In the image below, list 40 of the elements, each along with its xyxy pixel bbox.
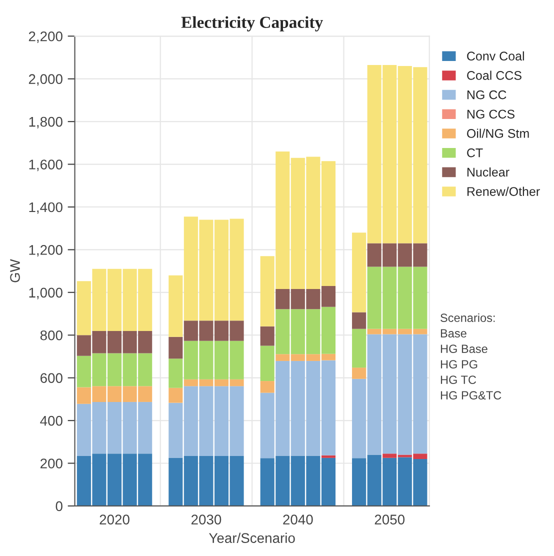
- y-tick-label: 0: [56, 501, 62, 512]
- x-tick-label: 2020: [100, 514, 130, 524]
- bar: [260, 326, 274, 346]
- chart-title: Electricity Capacity: [181, 16, 323, 32]
- y-tick-label: 1,200: [29, 245, 62, 257]
- bar: [260, 381, 274, 393]
- y-tick-label: 2,200: [28, 31, 62, 43]
- y-tick-label: 1,800: [29, 116, 62, 128]
- x-tick-label: 2040: [283, 514, 313, 524]
- bar: [352, 312, 366, 329]
- x-axis-title: Year/Scenario: [209, 532, 295, 543]
- bar: [321, 455, 336, 458]
- bar: [352, 328, 366, 368]
- y-tick-label: 600: [40, 373, 62, 383]
- bar: [168, 388, 183, 403]
- y-tick-label: 800: [40, 330, 62, 340]
- y-axis-title: GW: [10, 259, 20, 282]
- legend-label: Oil/NG Stm: [467, 128, 529, 138]
- text: Base: [440, 329, 466, 338]
- text: Scenarios:: [440, 313, 495, 322]
- y-tick-label: 1,000: [29, 288, 62, 300]
- text: HG PG: [440, 360, 478, 369]
- y-tick-label: 400: [40, 416, 62, 426]
- legend-label: Nuclear: [467, 167, 510, 177]
- legend-label: Coal CCS: [467, 70, 522, 80]
- y-tick-label: 200: [40, 458, 62, 468]
- y-tick-label: 1,400: [29, 202, 62, 214]
- legend-label: Conv Coal: [467, 51, 524, 61]
- legend-label: NG CC: [467, 90, 506, 100]
- legend-label: CT: [467, 148, 483, 158]
- y-tick-label: 2,000: [28, 74, 62, 86]
- x-tick-label: 2030: [191, 514, 222, 524]
- text: HG Base: [440, 344, 488, 354]
- legend-label: NG CCS: [467, 110, 514, 119]
- legend-label: Renew/Other: [467, 186, 540, 196]
- x-tick-label: 2050: [374, 514, 405, 524]
- y-tick-label: 1,600: [29, 160, 62, 172]
- text: HG PG&TC: [440, 391, 502, 400]
- text: HG TC: [440, 376, 476, 384]
- bar: [352, 368, 366, 379]
